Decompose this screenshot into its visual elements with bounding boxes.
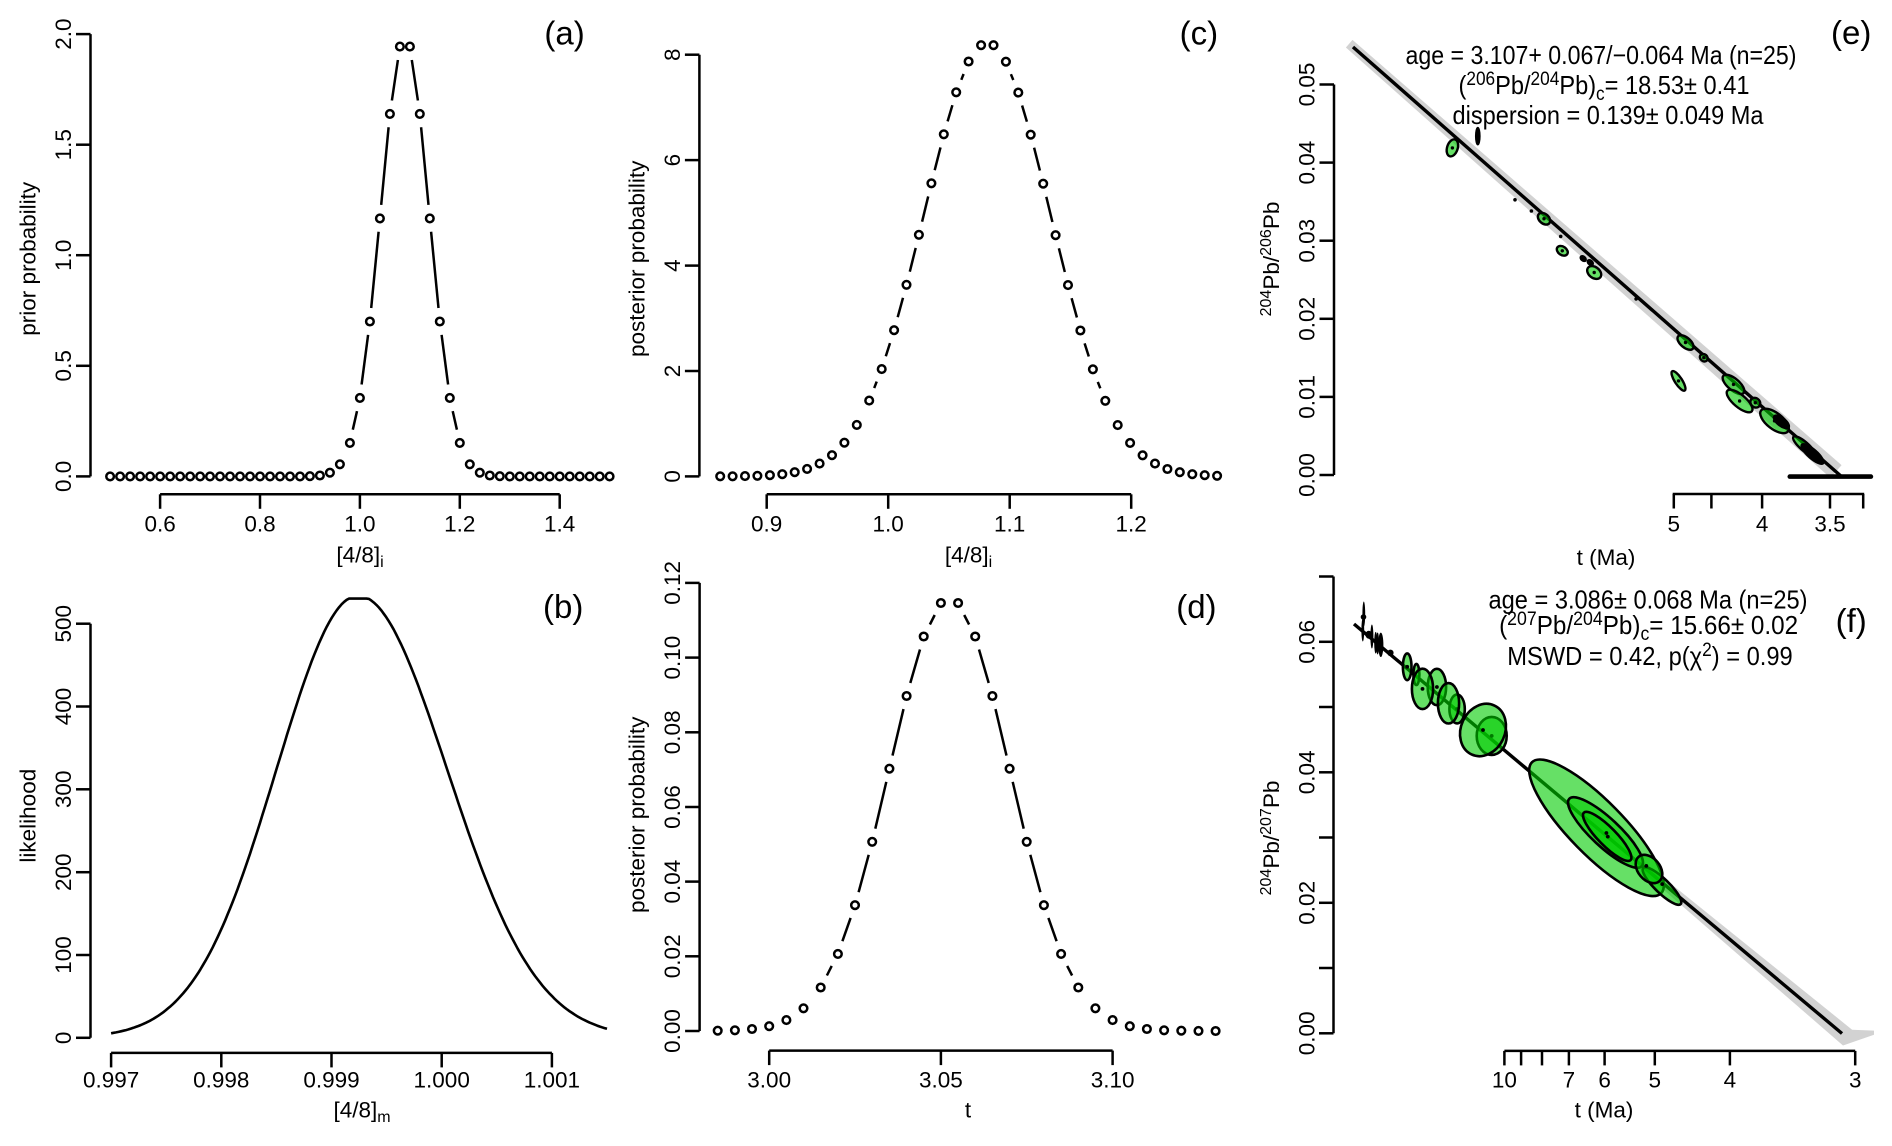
svg-text:1.2: 1.2	[444, 511, 475, 536]
svg-text:0.999: 0.999	[303, 1068, 359, 1093]
svg-text:0.04: 0.04	[660, 860, 685, 904]
svg-text:10: 10	[1492, 1068, 1517, 1093]
svg-text:1.000: 1.000	[414, 1068, 470, 1093]
svg-text:7: 7	[1563, 1068, 1576, 1093]
svg-text:(b): (b)	[543, 588, 583, 625]
svg-text:0.998: 0.998	[193, 1068, 249, 1093]
svg-text:2.0: 2.0	[51, 18, 76, 49]
svg-text:1.001: 1.001	[524, 1068, 580, 1093]
svg-text:(207Pb/204Pb)c= 15.66± 0.02: (207Pb/204Pb)c= 15.66± 0.02	[1499, 609, 1798, 645]
svg-text:1.0: 1.0	[873, 511, 904, 536]
svg-text:0.08: 0.08	[660, 710, 685, 754]
svg-text:(206Pb/204Pb)c= 18.53± 0.41: (206Pb/204Pb)c= 18.53± 0.41	[1459, 69, 1750, 105]
svg-text:posterior probability: posterior probability	[624, 716, 649, 913]
svg-text:0.997: 0.997	[83, 1068, 139, 1093]
svg-text:0.04: 0.04	[1295, 141, 1320, 185]
svg-text:400: 400	[51, 688, 76, 726]
svg-text:dispersion = 0.139± 0.049 Ma: dispersion = 0.139± 0.049 Ma	[1453, 100, 1764, 130]
svg-text:4: 4	[1756, 511, 1769, 536]
svg-text:3.10: 3.10	[1091, 1068, 1135, 1093]
svg-text:1.1: 1.1	[994, 511, 1025, 536]
svg-text:0.6: 0.6	[144, 511, 175, 536]
svg-text:0.02: 0.02	[1295, 881, 1320, 925]
svg-text:204Pb/207Pb: 204Pb/207Pb	[1258, 781, 1284, 896]
svg-text:2: 2	[660, 365, 685, 378]
svg-text:[4/8]i: [4/8]i	[945, 543, 992, 572]
svg-text:(d): (d)	[1176, 588, 1216, 625]
svg-text:likelihood: likelihood	[15, 769, 40, 863]
svg-text:0.8: 0.8	[244, 511, 275, 536]
svg-text:0.05: 0.05	[1295, 63, 1320, 107]
svg-text:(a): (a)	[544, 15, 584, 52]
svg-text:0.02: 0.02	[1295, 297, 1320, 341]
svg-text:t (Ma): t (Ma)	[1575, 1098, 1634, 1123]
svg-text:0.04: 0.04	[1295, 750, 1320, 794]
svg-text:0: 0	[51, 1032, 76, 1045]
svg-text:3.05: 3.05	[919, 1068, 963, 1093]
svg-text:3.00: 3.00	[747, 1068, 791, 1093]
svg-text:0.12: 0.12	[660, 561, 685, 605]
svg-text:6: 6	[1598, 1068, 1611, 1093]
svg-text:1.2: 1.2	[1116, 511, 1147, 536]
svg-text:prior probability: prior probability	[15, 181, 40, 336]
svg-text:age = 3.107+ 0.067/−0.064 Ma (: age = 3.107+ 0.067/−0.064 Ma (n=25)	[1406, 40, 1797, 70]
svg-text:500: 500	[51, 605, 76, 643]
svg-text:posterior probability: posterior probability	[624, 160, 649, 357]
svg-text:t: t	[965, 1098, 972, 1123]
svg-text:0.06: 0.06	[1295, 620, 1320, 664]
svg-text:1.4: 1.4	[544, 511, 575, 536]
svg-text:0: 0	[660, 470, 685, 483]
svg-text:0.00: 0.00	[660, 1009, 685, 1053]
svg-text:0.5: 0.5	[51, 350, 76, 381]
svg-text:0.03: 0.03	[1295, 219, 1320, 263]
svg-text:3.5: 3.5	[1814, 511, 1845, 536]
svg-text:0.02: 0.02	[660, 934, 685, 978]
svg-text:3: 3	[1849, 1068, 1862, 1093]
svg-text:0.00: 0.00	[1295, 1011, 1320, 1055]
svg-text:(c): (c)	[1180, 15, 1218, 52]
svg-text:300: 300	[51, 771, 76, 809]
svg-text:MSWD = 0.42, p(χ2) = 0.99: MSWD = 0.42, p(χ2) = 0.99	[1507, 640, 1793, 671]
svg-text:5: 5	[1649, 1068, 1662, 1093]
svg-text:0.9: 0.9	[751, 511, 782, 536]
svg-text:(e): (e)	[1831, 14, 1871, 51]
svg-text:1.5: 1.5	[51, 129, 76, 160]
svg-text:t (Ma): t (Ma)	[1577, 545, 1636, 570]
svg-text:204Pb/206Pb: 204Pb/206Pb	[1258, 202, 1284, 317]
svg-text:1.0: 1.0	[344, 511, 375, 536]
svg-text:0.0: 0.0	[51, 461, 76, 492]
svg-text:[4/8]i: [4/8]i	[336, 543, 383, 572]
svg-text:(f): (f)	[1836, 602, 1867, 639]
svg-text:4: 4	[660, 259, 685, 272]
svg-text:1.0: 1.0	[51, 240, 76, 271]
svg-text:4: 4	[1724, 1068, 1737, 1093]
svg-text:5: 5	[1668, 511, 1681, 536]
svg-text:age = 3.086± 0.068 Ma (n=25): age = 3.086± 0.068 Ma (n=25)	[1489, 584, 1808, 614]
svg-text:8: 8	[660, 48, 685, 61]
svg-text:0.01: 0.01	[1295, 375, 1320, 419]
svg-text:100: 100	[51, 936, 76, 974]
svg-text:0.00: 0.00	[1295, 453, 1320, 497]
svg-text:200: 200	[51, 853, 76, 891]
svg-text:0.10: 0.10	[660, 636, 685, 680]
svg-text:6: 6	[660, 154, 685, 167]
svg-text:0.06: 0.06	[660, 785, 685, 829]
